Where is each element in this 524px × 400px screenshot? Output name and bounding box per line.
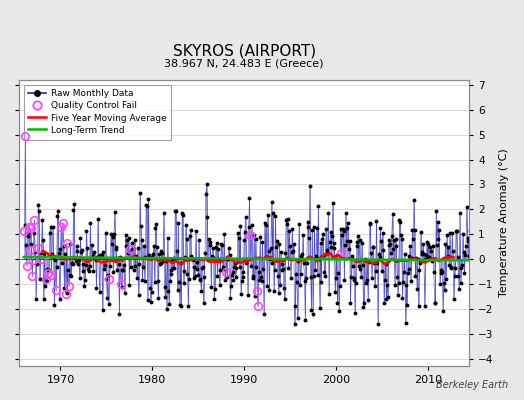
Text: 38.967 N, 24.483 E (Greece): 38.967 N, 24.483 E (Greece): [165, 58, 324, 68]
Legend: Raw Monthly Data, Quality Control Fail, Five Year Moving Average, Long-Term Tren: Raw Monthly Data, Quality Control Fail, …: [24, 84, 171, 140]
Y-axis label: Temperature Anomaly (°C): Temperature Anomaly (°C): [499, 149, 509, 297]
Text: Berkeley Earth: Berkeley Earth: [436, 380, 508, 390]
Title: SKYROS (AIRPORT): SKYROS (AIRPORT): [172, 43, 315, 58]
